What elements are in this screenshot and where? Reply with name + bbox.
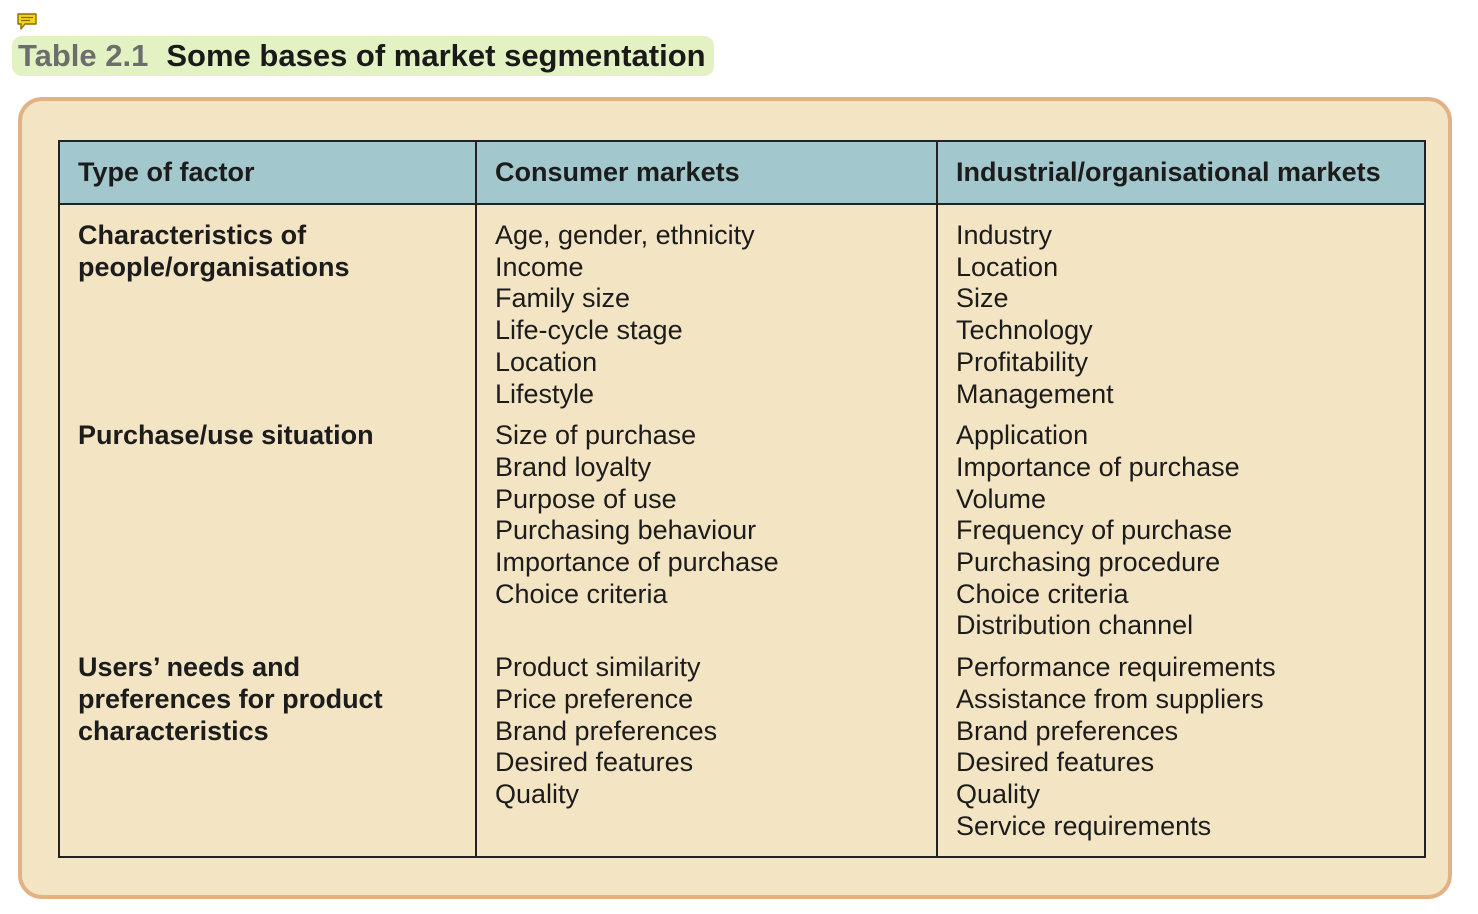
list-item: Size — [956, 283, 1009, 314]
segmentation-table: Type of factor Consumer markets Industri… — [58, 140, 1426, 859]
list-item: Industry — [956, 220, 1053, 250]
list-item: Age, gender, ethnicity — [495, 220, 755, 250]
factor-line: Characteristics of — [78, 220, 307, 250]
table-title: Some bases of market segmentation — [166, 38, 706, 73]
consumer-cell: Product similarity Price preference Bran… — [475, 642, 938, 859]
list-item: Technology — [956, 315, 1093, 346]
list-item: Choice criteria — [956, 578, 1129, 609]
list-item: Product similarity — [495, 652, 701, 683]
list-item: Location — [956, 251, 1059, 282]
table-caption: Table 2.1 Some bases of market segmentat… — [12, 36, 714, 76]
list-item: Purpose of use — [495, 483, 677, 514]
list-item: Purchasing procedure — [956, 547, 1221, 578]
table-number: Table 2.1 — [18, 38, 149, 73]
factor-line: people/organisations — [78, 251, 350, 282]
industrial-cell: Industry Location Size Technology Profit… — [936, 204, 1426, 411]
list-item: Quality — [956, 778, 1041, 809]
list-item: Service requirements — [956, 810, 1212, 841]
factor-cell: Characteristics of people/organisations — [58, 204, 477, 411]
list-item: Desired features — [956, 747, 1155, 778]
list-item: Application — [956, 420, 1089, 451]
list-item: Choice criteria — [495, 578, 668, 609]
list-item: Desired features — [495, 747, 694, 778]
list-item: Location — [495, 346, 598, 377]
list-item: Lifestyle — [495, 378, 595, 409]
list-item: Importance of purchase — [956, 451, 1240, 482]
factor-line: preferences for product — [78, 683, 383, 714]
list-item: Brand loyalty — [495, 451, 652, 482]
consumer-cell: Age, gender, ethnicity Income Family siz… — [475, 204, 938, 411]
list-item: Brand preferences — [495, 715, 718, 746]
factor-cell: Users’ needs and preferences for product… — [58, 642, 477, 859]
table-row: Characteristics of people/organisations … — [58, 204, 1426, 411]
header-type-of-factor: Type of factor — [58, 140, 477, 205]
industrial-cell: Application Importance of purchase Volum… — [936, 410, 1426, 643]
list-item: Purchasing behaviour — [495, 515, 757, 546]
list-item: Assistance from suppliers — [956, 683, 1264, 714]
header-row: Type of factor Consumer markets Industri… — [58, 140, 1426, 205]
list-item: Size of purchase — [495, 420, 697, 451]
list-item: Importance of purchase — [495, 547, 779, 578]
comment-icon[interactable] — [16, 12, 38, 32]
consumer-cell: Size of purchase Brand loyalty Purpose o… — [475, 410, 938, 643]
list-item: Brand preferences — [956, 715, 1179, 746]
header-consumer-markets: Consumer markets — [475, 140, 938, 205]
list-item: Management — [956, 378, 1114, 409]
list-item: Income — [495, 251, 584, 282]
factor-line: Users’ needs and — [78, 652, 301, 683]
factor-line: Purchase/use situation — [78, 420, 374, 451]
table-row: Users’ needs and preferences for product… — [58, 642, 1426, 859]
list-item: Quality — [495, 778, 580, 809]
list-item: Frequency of purchase — [956, 515, 1233, 546]
list-item: Price preference — [495, 683, 694, 714]
list-item: Distribution channel — [956, 610, 1194, 641]
factor-cell: Purchase/use situation — [58, 410, 477, 643]
list-item: Life-cycle stage — [495, 315, 683, 346]
list-item: Family size — [495, 283, 631, 314]
list-item: Volume — [956, 483, 1047, 514]
table-row: Purchase/use situation Size of purchase … — [58, 410, 1426, 643]
list-item: Performance requirements — [956, 652, 1276, 683]
industrial-cell: Performance requirements Assistance from… — [936, 642, 1426, 859]
list-item: Profitability — [956, 346, 1089, 377]
factor-line: characteristics — [78, 715, 269, 746]
header-industrial-markets: Industrial/organisational markets — [936, 140, 1426, 205]
